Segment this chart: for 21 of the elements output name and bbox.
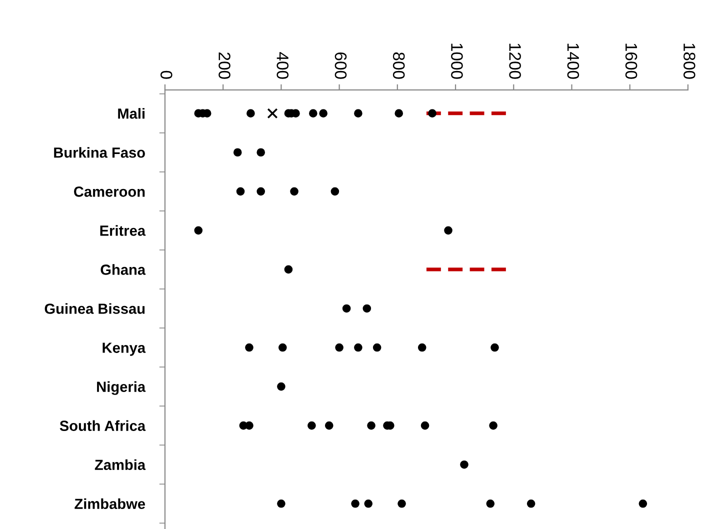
x-tick-label: 0 <box>160 70 172 79</box>
y-tick-label: South Africa <box>60 420 146 431</box>
x-tick-label: 1000 <box>451 44 463 79</box>
y-tick-label: Zambia <box>94 459 146 470</box>
y-tick-label: Kenya <box>102 342 146 356</box>
y-tick-label: Burkina Faso <box>54 147 145 158</box>
x-tick-label: 200 <box>218 52 230 79</box>
y-tick-label: Nigeria <box>97 381 146 395</box>
x-tick-label: 400 <box>276 52 289 79</box>
y-tick-label: Zimbabwe <box>74 498 146 510</box>
x-tick-label: 1200 <box>509 44 521 79</box>
x-tick-label: 600 <box>334 52 347 79</box>
y-tick-label: Mali <box>118 108 144 119</box>
y-tick-label: Cameroon <box>74 186 145 197</box>
y-tick-label: Guinea Bissau <box>44 303 145 314</box>
x-tick-label: 800 <box>392 52 405 79</box>
x-tick-label: 1400 <box>567 44 580 79</box>
y-tick-label: Ghana <box>100 264 146 275</box>
y-tick-label: Eritrea <box>100 225 146 236</box>
x-tick-label: 1600 <box>625 44 638 79</box>
x-tick-label: 1800 <box>683 44 696 79</box>
